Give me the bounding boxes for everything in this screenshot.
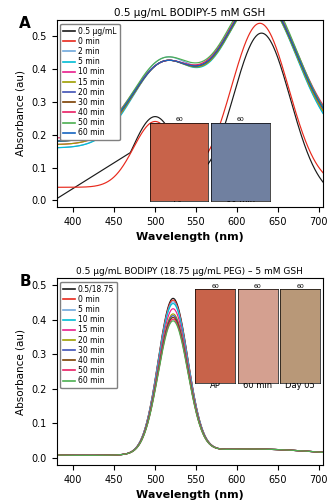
Legend: 0.5/18.75, 0 min, 5 min, 10 min, 15 min, 20 min, 30 min, 40 min, 50 min, 60 min: 0.5/18.75, 0 min, 5 min, 10 min, 15 min,…	[60, 282, 118, 389]
Title: 0.5 μg/mL BODIPY (18.75 μg/mL PEG) – 5 mM GSH: 0.5 μg/mL BODIPY (18.75 μg/mL PEG) – 5 m…	[76, 267, 303, 276]
Text: B: B	[19, 274, 31, 289]
Text: AP: AP	[210, 382, 220, 390]
Text: A: A	[19, 16, 31, 32]
Text: Day 05: Day 05	[285, 382, 315, 390]
X-axis label: Wavelength (nm): Wavelength (nm)	[136, 232, 244, 242]
Y-axis label: Absorbance (au): Absorbance (au)	[16, 70, 26, 156]
Legend: 0.5 μg/mL, 0 min, 2 min, 5 min, 10 min, 15 min, 20 min, 30 min, 40 min, 50 min, : 0.5 μg/mL, 0 min, 2 min, 5 min, 10 min, …	[60, 24, 120, 140]
Y-axis label: Absorbance (au): Absorbance (au)	[16, 328, 26, 414]
Text: 60 min: 60 min	[226, 196, 255, 204]
X-axis label: Wavelength (nm): Wavelength (nm)	[136, 490, 244, 500]
Text: AP: AP	[174, 196, 184, 204]
Title: 0.5 μg/mL BODIPY-5 mM GSH: 0.5 μg/mL BODIPY-5 mM GSH	[114, 8, 265, 18]
Text: 60 min: 60 min	[243, 382, 272, 390]
